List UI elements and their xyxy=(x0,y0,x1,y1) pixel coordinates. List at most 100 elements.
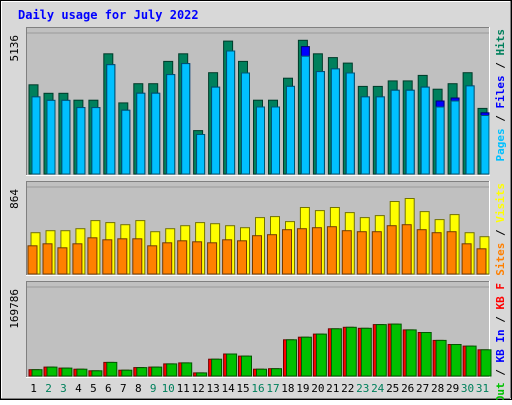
x-tick-label-day-1: 1 xyxy=(30,382,37,395)
bar-kb-out-day-23 xyxy=(360,327,372,377)
bar-sites-day-17 xyxy=(267,234,277,275)
x-tick-label-day-31: 31 xyxy=(476,382,489,395)
bar-pages-day-21 xyxy=(330,68,340,175)
bar-kb-out-day-1 xyxy=(31,369,43,377)
bar-sites-day-3 xyxy=(57,247,68,275)
bar-pages-day-5 xyxy=(91,107,101,175)
x-tick-label-day-19: 19 xyxy=(296,382,309,395)
panel-legend: Sites / Visits xyxy=(494,183,507,276)
bar-sites-day-26 xyxy=(401,224,412,275)
bar-sites-day-31 xyxy=(476,248,487,275)
legend-kb-out: KB Out xyxy=(494,382,507,400)
bar-kb-out-day-6 xyxy=(106,361,118,377)
bar-sites-day-11 xyxy=(177,240,188,275)
bar-pages-day-10 xyxy=(166,74,176,175)
bar-kb-out-day-27 xyxy=(420,332,432,377)
bar-sites-day-12 xyxy=(192,241,203,275)
bar-sites-day-14 xyxy=(222,239,233,275)
bar-kb-out-day-10 xyxy=(166,363,178,377)
bar-sites-day-29 xyxy=(446,231,457,275)
bar-sites-day-21 xyxy=(326,226,337,275)
bar-sites-day-27 xyxy=(416,229,427,275)
bar-sites-day-20 xyxy=(311,227,322,275)
x-tick-label-day-26: 26 xyxy=(401,382,414,395)
x-tick-label-day-10: 10 xyxy=(162,382,175,395)
bar-kb-out-day-30 xyxy=(465,345,477,377)
x-tick-label-day-17: 17 xyxy=(266,382,279,395)
legend-visits: Visits xyxy=(494,183,507,223)
x-tick-label-day-3: 3 xyxy=(60,382,67,395)
bar-sites-day-9 xyxy=(147,245,158,275)
legend-pages: Pages xyxy=(494,128,507,161)
bar-pages-day-6 xyxy=(106,64,116,175)
bar-kb-out-day-25 xyxy=(390,323,402,377)
x-tick-label-day-13: 13 xyxy=(206,382,219,395)
bar-pages-day-23 xyxy=(360,96,370,175)
bar-pages-day-19 xyxy=(300,55,310,175)
x-tick-label-day-6: 6 xyxy=(105,382,112,395)
bar-kb-out-day-14 xyxy=(226,353,238,377)
bar-pages-day-12 xyxy=(196,134,206,175)
x-tick-label-day-12: 12 xyxy=(191,382,204,395)
y-max-label: 864 xyxy=(8,189,21,209)
bar-sites-day-6 xyxy=(102,239,113,275)
bar-pages-day-16 xyxy=(256,106,265,175)
x-tick-label-day-15: 15 xyxy=(236,382,249,395)
bar-pages-day-30 xyxy=(465,85,475,175)
x-tick-label-day-2: 2 xyxy=(45,382,52,395)
x-tick-label-day-16: 16 xyxy=(251,382,264,395)
bar-pages-day-15 xyxy=(241,72,250,175)
x-tick-label-day-24: 24 xyxy=(371,382,385,395)
x-tick-label-day-21: 21 xyxy=(326,382,339,395)
bar-sites-day-23 xyxy=(356,231,367,275)
bar-kb-out-day-2 xyxy=(46,366,58,377)
bar-pages-day-11 xyxy=(181,63,191,175)
bar-kb-out-day-19 xyxy=(300,336,312,377)
bar-sites-day-5 xyxy=(87,237,98,275)
bar-pages-day-8 xyxy=(136,92,146,175)
bar-sites-day-22 xyxy=(341,230,352,275)
x-tick-label-day-20: 20 xyxy=(311,382,324,395)
legend-separator: / xyxy=(494,223,507,243)
x-axis-day-labels: 1 2 3 4 5 6 7 8 9 10 11 12 13 14 15 16 17 18 19 20 21 22 23 24 2… xyxy=(30,382,489,395)
legend-separator: / xyxy=(494,310,507,330)
bar-kb-out-day-3 xyxy=(61,367,73,377)
legend-sites: Sites xyxy=(494,243,507,276)
panel-visits-sites: 864 Sites / Visits xyxy=(8,181,507,276)
y-max-label: 169786 xyxy=(8,289,21,329)
x-tick-label-day-29: 29 xyxy=(446,382,459,395)
bar-sites-day-19 xyxy=(296,228,307,275)
legend-hits: Hits xyxy=(494,29,507,56)
bar-sites-day-2 xyxy=(42,243,53,275)
x-tick-label-day-7: 7 xyxy=(120,382,127,395)
bar-pages-day-13 xyxy=(211,86,221,175)
legend-separator: / xyxy=(494,109,507,129)
legend-kb-in: KB In xyxy=(494,329,507,362)
bar-sites-day-28 xyxy=(431,232,442,275)
bar-kb-out-day-21 xyxy=(330,328,342,377)
bar-kb-out-day-4 xyxy=(76,368,88,377)
bar-kb-out-day-7 xyxy=(121,369,133,377)
chart-title: Daily usage for July 2022 xyxy=(18,8,199,22)
bar-sites-day-16 xyxy=(252,235,262,275)
x-tick-label-day-8: 8 xyxy=(135,382,142,395)
bar-kb-out-day-20 xyxy=(315,333,327,377)
bar-pages-day-31 xyxy=(480,115,490,175)
bar-kb-out-day-11 xyxy=(181,362,193,377)
bar-kb-out-day-26 xyxy=(405,329,417,377)
bar-pages-day-1 xyxy=(31,96,41,175)
bar-pages-day-4 xyxy=(76,107,86,175)
bar-kb-out-day-16 xyxy=(256,368,267,377)
bar-pages-day-14 xyxy=(226,50,236,175)
bar-pages-day-18 xyxy=(286,85,295,175)
x-tick-label-day-5: 5 xyxy=(90,382,97,395)
bar-pages-day-28 xyxy=(435,106,445,175)
bar-kb-out-day-13 xyxy=(211,358,223,377)
bar-pages-day-29 xyxy=(450,100,460,175)
bar-pages-day-17 xyxy=(271,106,280,175)
x-tick-label-day-28: 28 xyxy=(431,382,444,395)
bar-pages-day-9 xyxy=(151,92,161,175)
bar-sites-day-7 xyxy=(117,238,128,275)
